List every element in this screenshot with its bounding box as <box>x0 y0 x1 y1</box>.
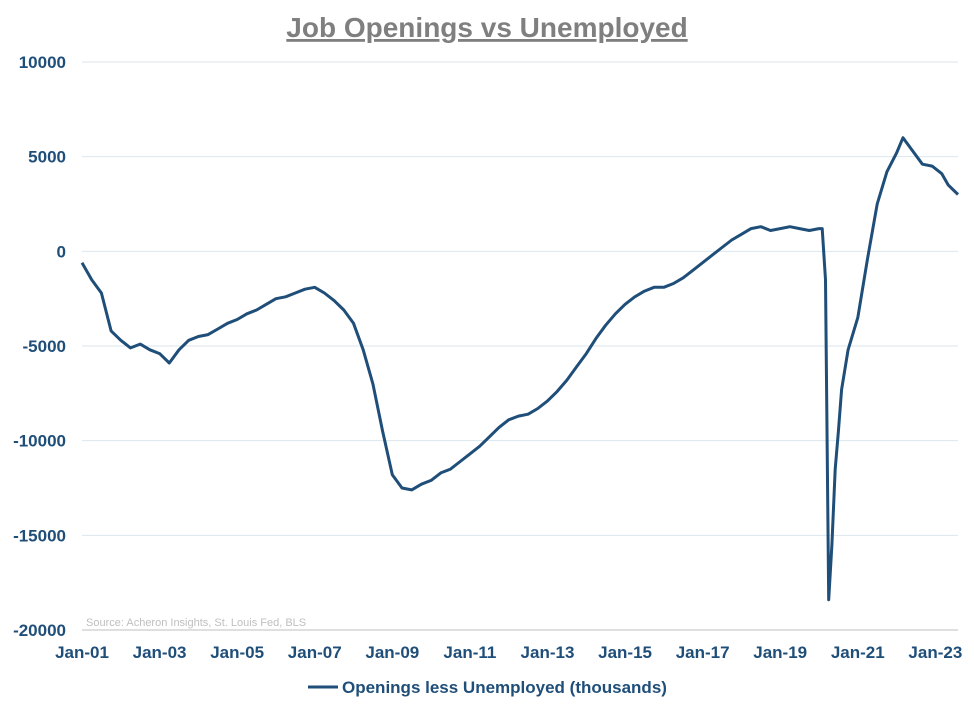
y-tick-label: 0 <box>57 242 66 261</box>
y-tick-label: 5000 <box>28 148 66 167</box>
x-tick-label: Jan-09 <box>365 643 419 662</box>
source-note: Source: Acheron Insights, St. Louis Fed,… <box>86 617 306 629</box>
x-tick-label: Jan-07 <box>288 643 342 662</box>
x-tick-label: Jan-05 <box>210 643 264 662</box>
x-tick-label: Jan-01 <box>55 643 109 662</box>
x-tick-label: Jan-13 <box>521 643 575 662</box>
x-tick-label: Jan-21 <box>831 643 885 662</box>
y-tick-label: -5000 <box>23 337 66 356</box>
y-tick-label: -15000 <box>13 526 66 545</box>
legend-label: Openings less Unemployed (thousands) <box>342 678 667 697</box>
gridlines <box>82 61 958 631</box>
x-tick-label: Jan-17 <box>676 643 730 662</box>
x-tick-label: Jan-23 <box>908 643 962 662</box>
x-axis-ticks: Jan-01 Jan-03 Jan-05 Jan-07 Jan-09 Jan-11 Jan-… <box>55 643 962 662</box>
legend: Openings less Unemployed (thousands) <box>308 678 667 697</box>
x-tick-label: Jan-15 <box>598 643 652 662</box>
x-tick-label: Jan-11 <box>443 643 496 662</box>
x-tick-label: Jan-03 <box>133 643 187 662</box>
y-axis-ticks: 10000 5000 0 -5000 -10000 -15000 -20000 <box>13 53 66 640</box>
x-tick-label: Jan-19 <box>753 643 807 662</box>
chart-title: Job Openings vs Unemployed <box>286 12 687 43</box>
series-line-openings-less-unemployed <box>80 136 960 602</box>
y-tick-label: -20000 <box>13 621 66 640</box>
y-tick-label: 10000 <box>19 53 66 72</box>
y-tick-label: -10000 <box>13 432 66 451</box>
